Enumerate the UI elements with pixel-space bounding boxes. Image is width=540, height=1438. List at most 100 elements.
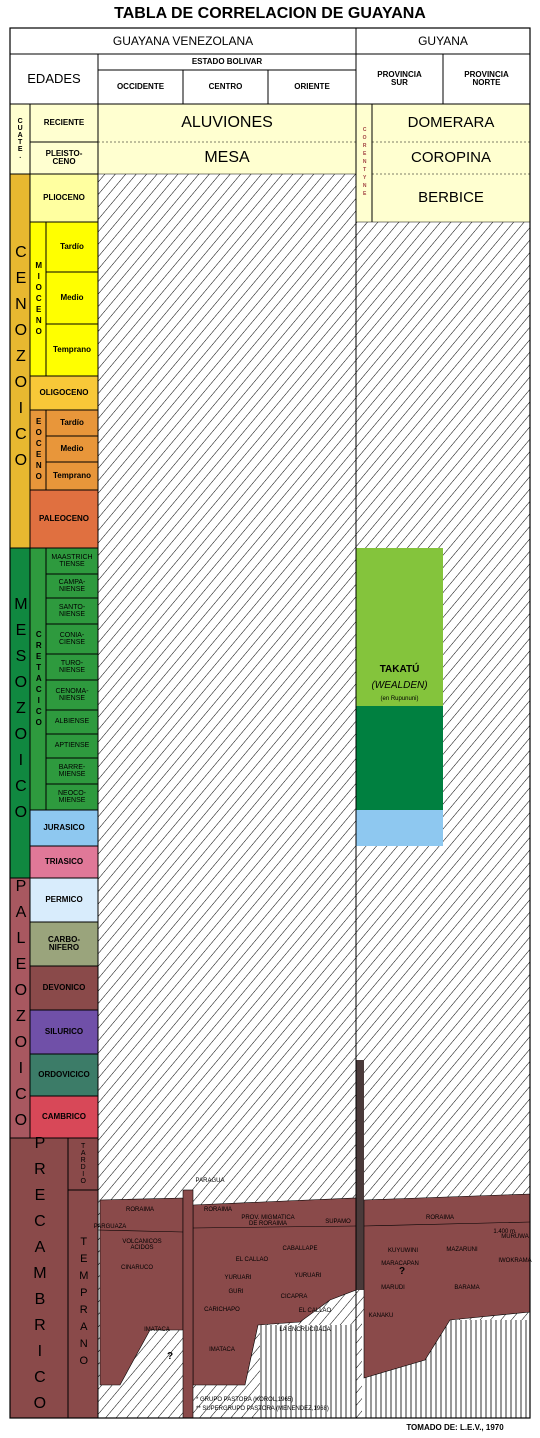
period-cell (29, 921, 99, 967)
period-cell (45, 221, 99, 273)
period-cell (29, 489, 99, 549)
unit-label: MAZARUNI (446, 1246, 478, 1253)
period-cell (29, 965, 99, 1011)
period-label: APTIENSE (54, 742, 90, 750)
period-label: JURASICO (43, 822, 85, 832)
unit-label: PARAGUA (195, 1177, 225, 1184)
unit-label: CICAPRA (280, 1293, 308, 1300)
era-cell (9, 1137, 69, 1419)
column-header: PROVINCIA NORTE (464, 69, 509, 87)
formation-label: (WEALDEN) (371, 679, 428, 691)
unit-label: MARUDI (381, 1284, 405, 1291)
period-label: PLIOCENO (43, 192, 85, 202)
footnote: * GRUPO PASTORA (KOROL,1965) (196, 1397, 294, 1404)
period-label: TURO- NIENSE (58, 659, 86, 674)
column-header: CENTRO (208, 81, 243, 91)
takatu-lower (356, 706, 443, 810)
unit-label: CABALLAPE (282, 1245, 318, 1252)
period-cell (29, 103, 99, 143)
period-label: Medio (60, 292, 84, 302)
column-header: OCCIDENTE (116, 81, 165, 91)
subgroup-label: CRETACICO (34, 629, 44, 729)
precambrian-age-label: TEMPRANO (77, 1236, 90, 1372)
formation-label: DOMERARA (407, 114, 495, 132)
column-header: ORIENTE (294, 81, 330, 91)
period-label: CENOMA- NIENSE (55, 687, 89, 702)
unit-label: CINARUCO (120, 1264, 153, 1271)
subgroup-label: MIOCENO (34, 260, 44, 338)
unit-label: PROV. MIGMATICA DE RORAIMA (241, 1214, 295, 1227)
subgroup-label: EOCENO (34, 417, 44, 483)
period-label: PALEOCENO (38, 513, 90, 523)
unit-label: PARGUAZA (93, 1223, 127, 1230)
formation-label: TAKATÚ (379, 663, 420, 675)
header: GUYANA (418, 33, 468, 48)
formation-label: MESA (204, 148, 250, 166)
period-label: CAMPA- NIENSE (58, 578, 86, 593)
period-cell (45, 733, 99, 759)
period-cell (29, 809, 99, 847)
period-label: DEVONICO (42, 982, 86, 992)
formation-label: ALUVIONES (181, 113, 273, 131)
period-label: Temprano (52, 344, 92, 354)
period-label: Tardío (60, 241, 84, 251)
period-label: SILURICO (44, 1026, 84, 1036)
unit-label: MARACAPAN (381, 1260, 419, 1267)
unit-label: SUPAMO (325, 1218, 351, 1225)
footnote: ** SUPERGRUPO PASTORA (MENENDEZ,1968) (196, 1406, 329, 1413)
period-label: CONIA- CIENSE (58, 631, 86, 646)
period-cell (29, 877, 99, 923)
unit-label: GURI (228, 1288, 244, 1295)
precambrian-age-label: TARDIO (79, 1143, 87, 1185)
period-cell (45, 623, 99, 655)
unit-label: RORAIMA (203, 1206, 232, 1213)
takatu-upper (356, 548, 443, 706)
era-label: PALEOZOICO (12, 878, 30, 1138)
period-label: NEOCO- MIENSE (58, 789, 86, 804)
formation-label: (en Rupununi) (380, 695, 419, 702)
unit-label: RORAIMA (425, 1214, 454, 1221)
period-label: CARBO- NIFERO (48, 934, 80, 952)
era-label: CENOZOICO (12, 244, 30, 478)
period-label: Temprano (52, 470, 92, 480)
period-label: ALBIENSE (54, 718, 90, 726)
title: TABLA DE CORRELACION DE GUAYANA (114, 4, 426, 22)
unit-label: YURUARI (294, 1272, 322, 1279)
period-label: TRIASICO (44, 856, 84, 866)
period-cell (45, 323, 99, 377)
period-cell (45, 461, 99, 491)
period-label: CAMBRICO (42, 1111, 86, 1121)
unit-label: IMATACA (209, 1346, 235, 1353)
unit-label: YURUARI (224, 1274, 252, 1281)
unit-label: ? (398, 1265, 406, 1277)
period-cell (29, 375, 99, 411)
period-cell (45, 757, 99, 785)
era-label: PRECAMBRICO (31, 1135, 49, 1421)
period-cell (45, 271, 99, 325)
unit-label: RORAIMA (125, 1206, 154, 1213)
header: GUAYANA VENEZOLANA (112, 33, 254, 48)
unit-label: VOLCANICOS ACIDOS (122, 1238, 162, 1251)
unit-label: EL CALLAO (298, 1307, 332, 1314)
header: EDADES (27, 71, 81, 87)
period-cell (45, 409, 99, 437)
unit-label: EL CALLAO (235, 1256, 269, 1263)
period-cell (29, 1095, 99, 1139)
formation-label: CORENTYNE (361, 127, 368, 199)
period-label: BARRE- MIENSE (58, 763, 86, 778)
unit-label: MURUWA (501, 1233, 529, 1240)
period-label: PLEISTO- CENO (45, 148, 83, 166)
unit-label: BARAMA (454, 1284, 480, 1291)
period-label: SANTO- NIENSE (58, 603, 86, 618)
unit-label: IMATACA (144, 1326, 170, 1333)
takatu-jurassic (356, 810, 443, 846)
formation-label: COROPINA (410, 149, 491, 167)
period-label: PERMICO (45, 894, 83, 904)
period-cell (45, 679, 99, 711)
column-header: PROVINCIA SUR (377, 69, 422, 87)
period-label: RECIENTE (43, 117, 85, 127)
unit-label: CARICHAPO (204, 1306, 240, 1313)
period-label: OLIGOCENO (39, 387, 89, 397)
